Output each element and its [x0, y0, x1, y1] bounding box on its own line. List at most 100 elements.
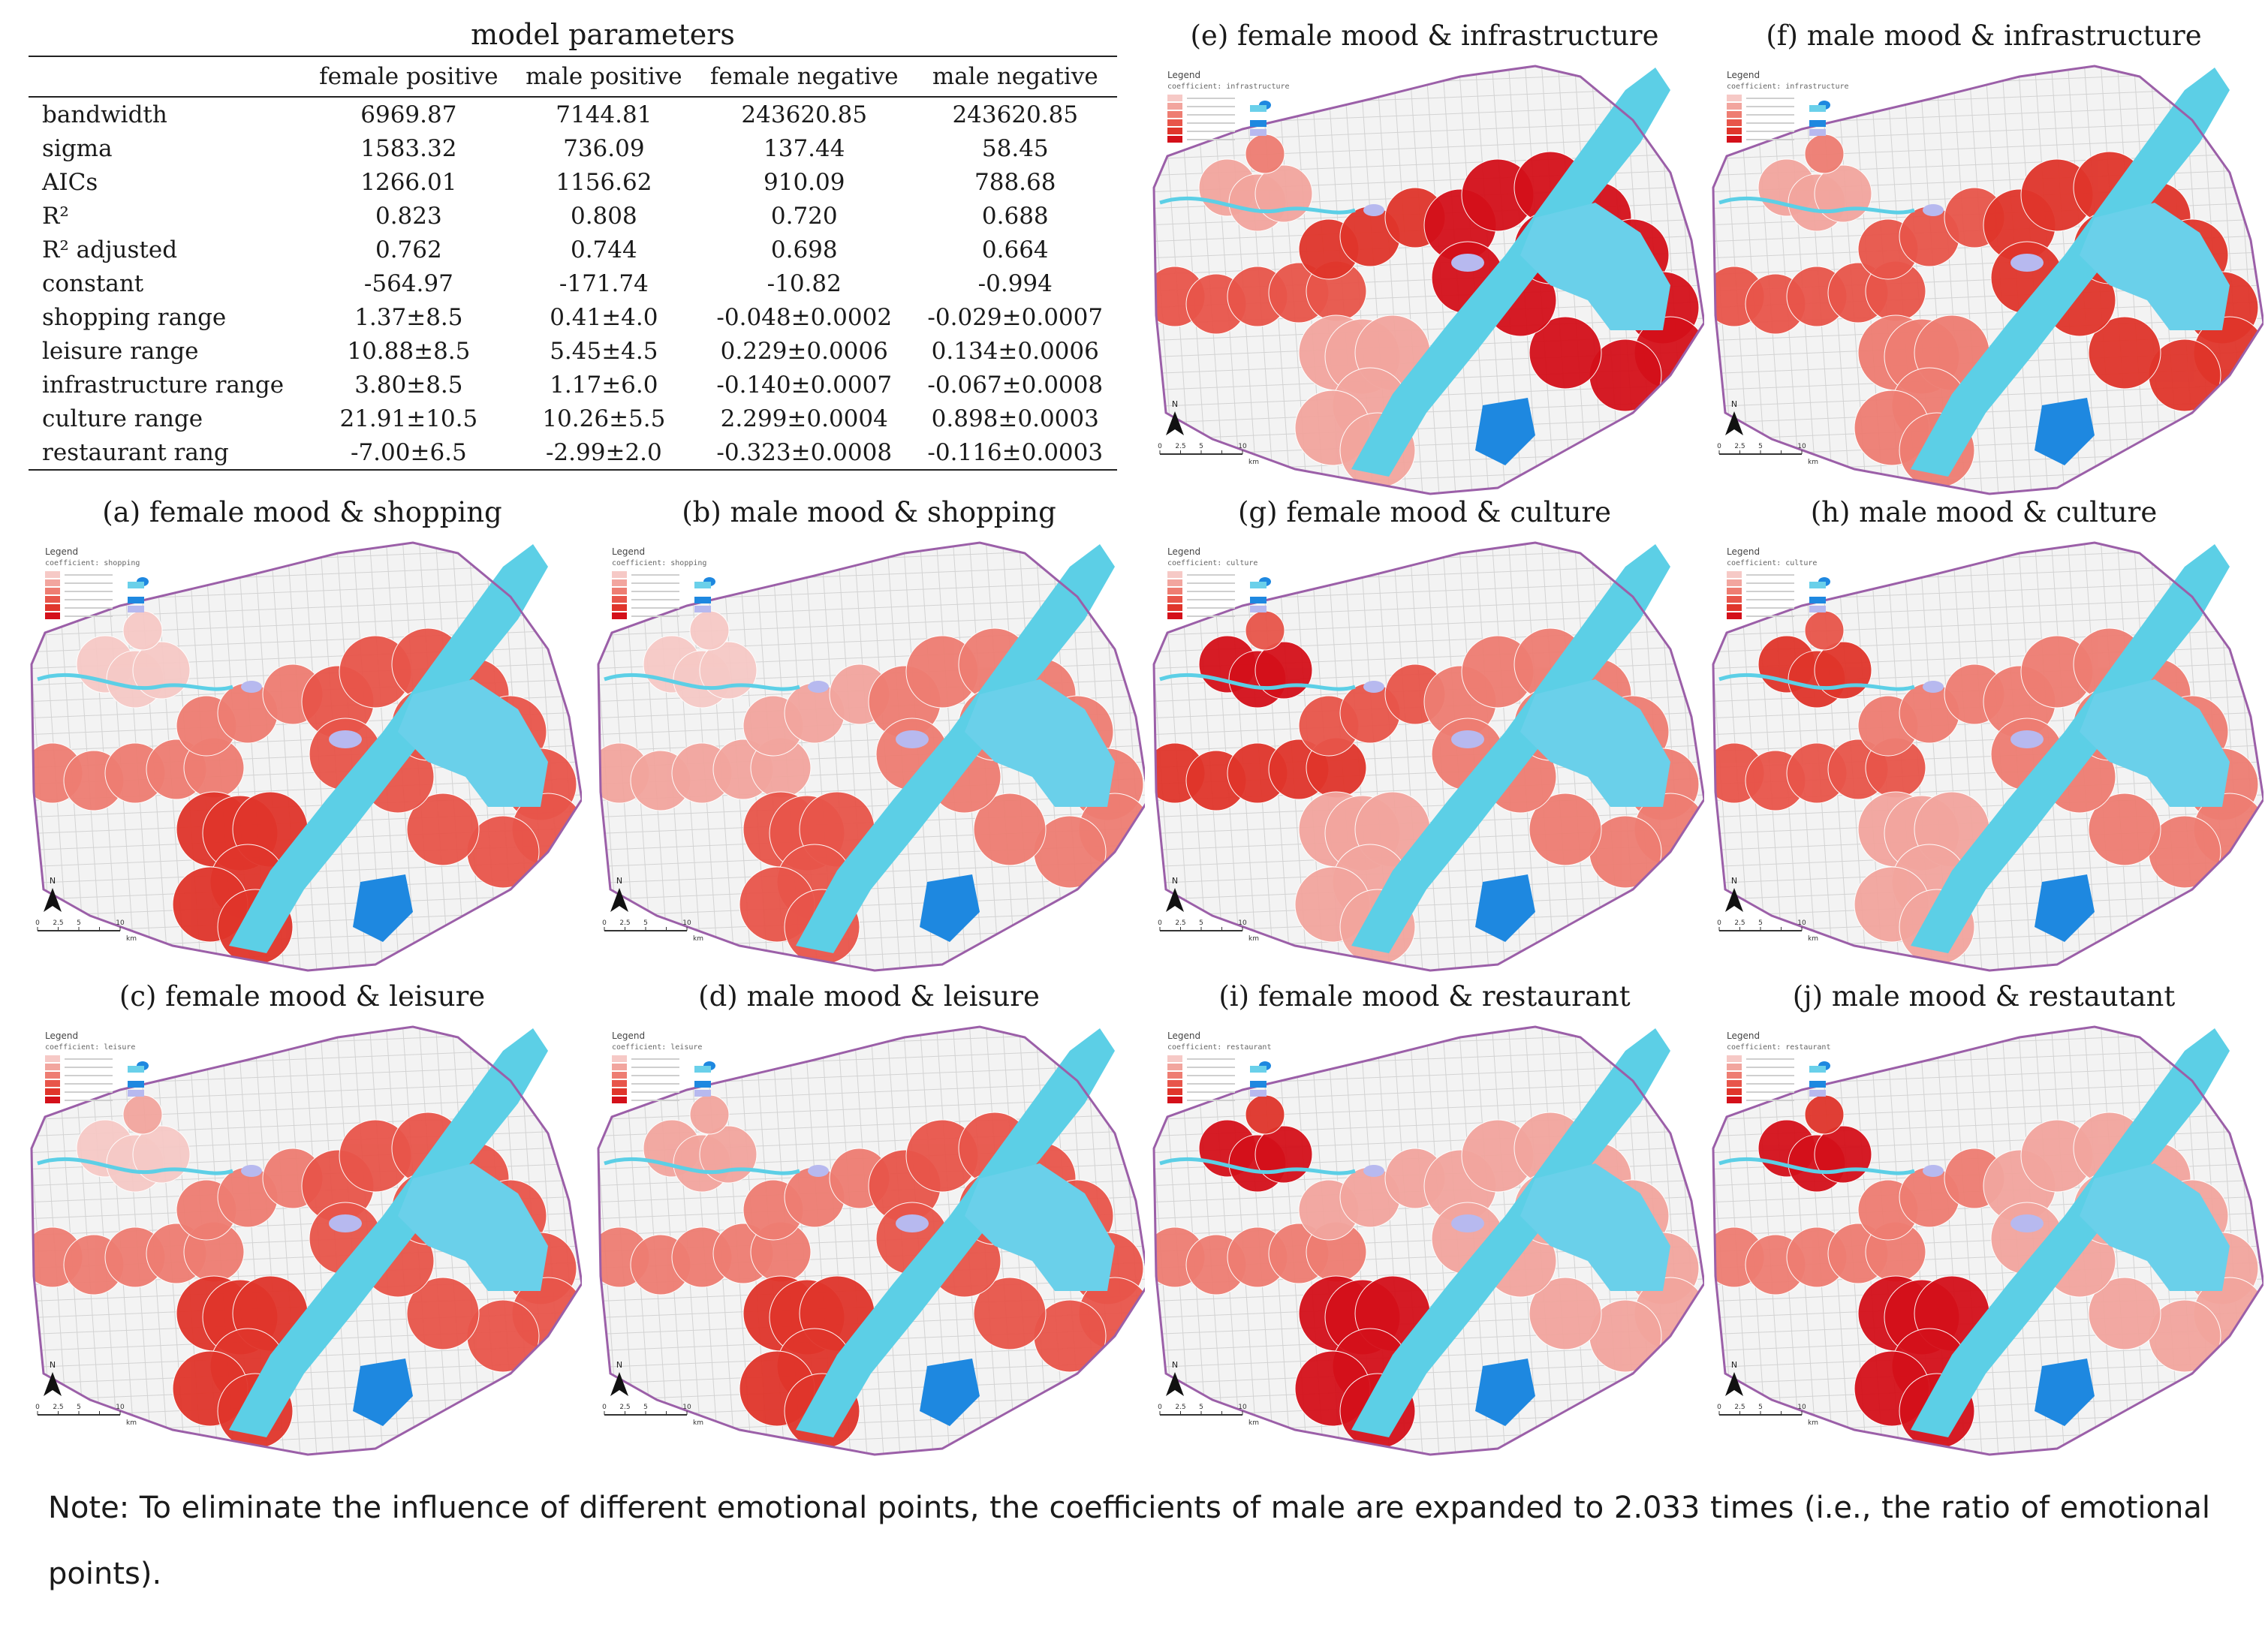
legend-swatch	[612, 1064, 627, 1070]
legend-swatch	[612, 1080, 627, 1087]
north-arrow-shape	[1166, 888, 1184, 912]
table-row: bandwidth 6969.87 7144.81 243620.85 243620.8…	[29, 97, 1117, 131]
scale-tick-label: 5	[1758, 443, 1763, 450]
panel-title: (j) male mood & restautant	[1792, 980, 2176, 1013]
zone-circle	[406, 1277, 480, 1350]
table-cell: -0.067±0.0008	[927, 371, 1104, 399]
scale-tick-label: 0	[1717, 1404, 1721, 1411]
coefficient-zones	[32, 1094, 582, 1449]
row-label: bandwidth	[42, 101, 167, 128]
map-legend: Legend coefficient: culture	[1727, 546, 1826, 619]
small-lake	[896, 1214, 929, 1232]
legend-swatch-lake	[1809, 1090, 1826, 1097]
legend-swatch-water-deep	[694, 597, 711, 603]
legend-swatch	[612, 579, 627, 586]
legend-swatch	[1167, 128, 1182, 134]
legend-swatch	[1167, 1072, 1182, 1079]
legend-swatch-water	[694, 582, 711, 588]
table-cell: 10.88±8.5	[347, 337, 471, 365]
scale-tick-label: 0	[1717, 443, 1721, 450]
scale-unit: km	[126, 935, 137, 943]
scale-tick-label: 2.5	[1734, 919, 1745, 927]
scale-tick-label: 10	[1238, 919, 1247, 927]
river-yangtze	[1351, 544, 1670, 953]
row-label: R²	[42, 202, 69, 230]
scale-tick-label: 2.5	[619, 1404, 630, 1411]
river-han	[37, 673, 233, 691]
table-header-row: female positive male positive female neg…	[29, 56, 1117, 97]
table-cell: 21.91±10.5	[339, 405, 478, 432]
legend-swatch	[1727, 596, 1742, 603]
scale-tick-label: 0	[602, 1404, 607, 1411]
map-f: Legend coefficient: infrastructure N 0 2.5 5 1…	[1704, 60, 2263, 495]
map-i: Legend coefficient: restaurant N 0 2.5 5 10 km	[1145, 1021, 1704, 1456]
small-lake	[241, 1165, 262, 1177]
legend-swatch	[1167, 579, 1182, 586]
table-cell: 0.744	[570, 236, 637, 263]
river-han	[1718, 196, 1915, 215]
scale-tick-label: 0	[1158, 1404, 1162, 1411]
panel-title: (b) male mood & shopping	[682, 496, 1056, 528]
river-yangtze	[229, 544, 548, 953]
map-j: Legend coefficient: restaurant N 0 2.5 5 10 km	[1704, 1021, 2263, 1456]
river-yangtze	[1911, 1028, 2230, 1437]
table-cell: -0.116±0.0003	[927, 438, 1104, 466]
legend-swatch-water	[128, 582, 144, 588]
scale-tick-label: 0	[602, 919, 607, 927]
street-line	[1408, 543, 1440, 970]
zone-circle	[1245, 610, 1285, 651]
legend-swatch	[1727, 612, 1742, 619]
legend-swatch-water-deep	[1809, 1081, 1826, 1088]
legend-swatch-lake	[694, 606, 711, 612]
map-c: Legend coefficient: leisure N 0 2.5 5 10 km	[23, 1021, 582, 1456]
north-arrow-icon: N	[1166, 876, 1184, 912]
scale-tick-label: 0	[1158, 443, 1162, 450]
legend-swatch	[1727, 1072, 1742, 1079]
north-arrow-icon: N	[44, 876, 62, 912]
zone-circle	[1529, 1277, 1602, 1350]
column-header: male negative	[932, 63, 1098, 90]
legend-title: Legend	[1167, 546, 1200, 557]
legend-swatch-water	[128, 1066, 144, 1073]
legend-field-label: coefficient: shopping	[45, 559, 140, 567]
east-lake	[398, 1163, 548, 1291]
panel-title: (c) female mood & leisure	[119, 980, 486, 1013]
scale-tick-label: 0	[1717, 919, 1721, 927]
legend-field-label: coefficient: leisure	[612, 1043, 702, 1052]
zone-circle	[2088, 793, 2161, 866]
legend-swatch-water-deep	[128, 1081, 144, 1088]
legend-swatch	[1167, 571, 1182, 578]
panel-title: (d) male mood & leisure	[698, 980, 1040, 1013]
row-label: R² adjusted	[42, 236, 178, 263]
table-cell: -0.994	[977, 269, 1053, 297]
district-boundary	[1152, 1025, 1704, 1456]
table-cell: 0.664	[981, 236, 1049, 263]
legend-title: Legend	[612, 546, 645, 557]
table-cell: 0.898±0.0003	[931, 405, 1099, 432]
south-lake	[920, 874, 980, 942]
table-cell: 1266.01	[360, 168, 457, 196]
zone-circle	[122, 610, 163, 651]
legend-swatch	[1167, 119, 1182, 126]
row-label: constant	[42, 269, 144, 297]
legend-swatch	[612, 596, 627, 603]
map-legend: Legend coefficient: infrastructure	[1167, 70, 1290, 143]
street-line	[1968, 66, 1999, 494]
table-row: infrastructure range 3.80±8.5 1.17±6.0 -0.1…	[29, 368, 1117, 402]
north-arrow-icon: N	[1725, 876, 1743, 912]
south-lake	[2035, 398, 2095, 465]
small-lake	[1923, 681, 1944, 693]
north-arrow-shape	[44, 1372, 62, 1396]
scale-tick-label: 2.5	[53, 1404, 63, 1411]
scale-tick-label: 2.5	[1734, 443, 1745, 450]
table-cell: 7144.81	[556, 101, 652, 128]
figure-note: Note: To eliminate the influence of diff…	[48, 1491, 2210, 1591]
table-cell: -564.97	[363, 269, 453, 297]
legend-swatch	[45, 579, 60, 586]
scale-tick-label: 10	[1238, 1404, 1247, 1411]
table-cell: 1.17±6.0	[550, 371, 658, 399]
